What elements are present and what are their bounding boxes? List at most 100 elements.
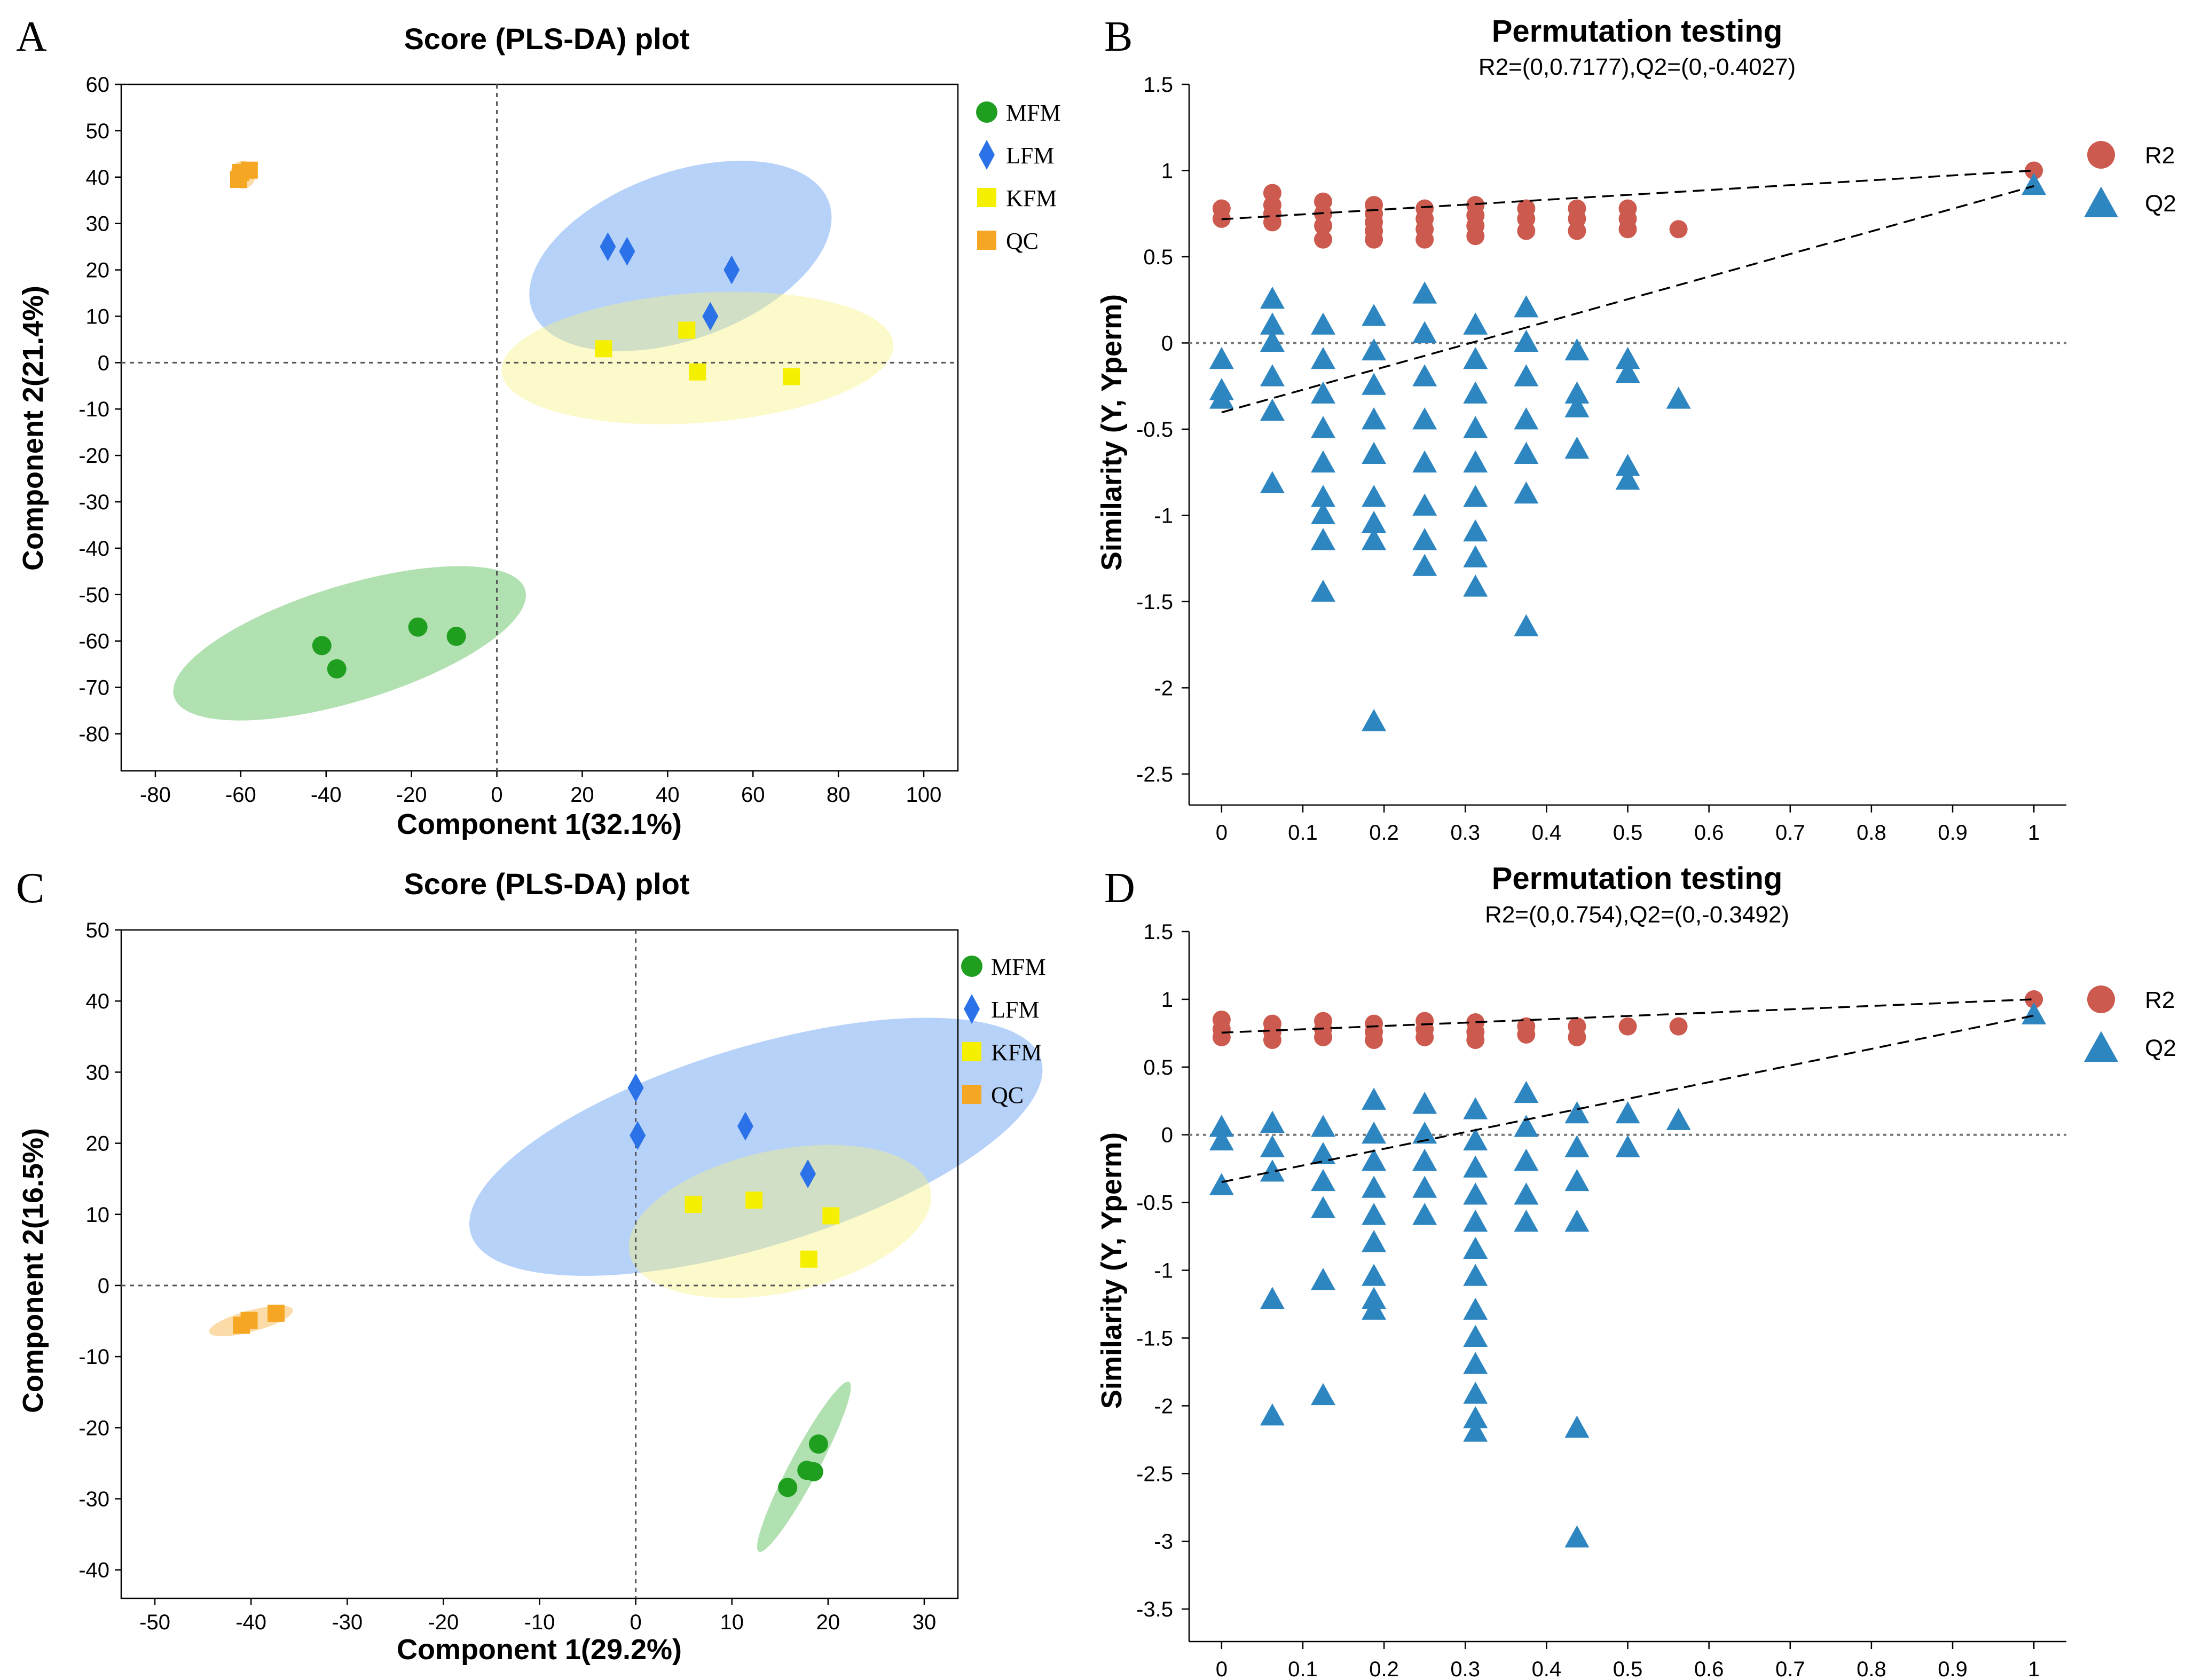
legend-marker-q2 (2084, 186, 2118, 218)
point-q2 (1463, 381, 1488, 404)
legend-marker-mfm (976, 101, 997, 123)
point-q2 (1564, 395, 1590, 417)
point-q2 (1311, 416, 1336, 438)
y-tick-label: -3 (1154, 1530, 1173, 1553)
point-r2 (1314, 192, 1333, 211)
x-tick-label: 0.4 (1532, 821, 1562, 845)
plot-frame (120, 83, 959, 772)
point-q2 (1463, 1209, 1488, 1232)
legend-label-lfm: LFM (1006, 143, 1054, 169)
point-q2 (1260, 286, 1285, 309)
point-mfm (327, 659, 347, 679)
y-tick-label: 0 (1161, 332, 1173, 355)
point-q2 (1514, 441, 1539, 464)
point-q2 (1463, 416, 1488, 438)
point-q2 (1463, 519, 1488, 542)
y-tick-label: -1 (1154, 504, 1173, 527)
y-tick-label: -2.5 (1136, 763, 1173, 786)
point-q2 (1362, 1121, 1387, 1144)
y-tick-label: 30 (86, 212, 110, 236)
point-q2 (1463, 1182, 1488, 1205)
point-q2 (1412, 1092, 1437, 1114)
point-q2 (1514, 1209, 1539, 1232)
y-tick-label: 0 (1161, 1124, 1173, 1147)
x-tick-label: 0.6 (1694, 821, 1724, 845)
y-tick-label: 40 (86, 166, 110, 190)
legend-label-qc: QC (991, 1082, 1024, 1108)
point-kfm (689, 363, 706, 381)
chart-subtitle: R2=(0,0.7177),Q2=(0,-0.4027) (1479, 54, 1796, 80)
point-q2 (1463, 485, 1488, 507)
x-tick-label: -40 (235, 1611, 266, 1634)
x-tick-label: 0.5 (1613, 821, 1643, 845)
legend-label-qc: QC (1006, 228, 1039, 254)
regression-line-q2 (1221, 1014, 2034, 1184)
panel-letter: D (1104, 865, 1135, 912)
y-tick-label: -60 (78, 630, 109, 653)
point-lfm (702, 302, 719, 331)
point-q2 (1260, 312, 1285, 335)
point-q2 (1260, 1135, 1285, 1157)
point-q2 (1666, 387, 1691, 409)
legend-marker-r2 (2087, 141, 2115, 169)
x-tick-label: 0.1 (1288, 1658, 1318, 1680)
x-tick-label: 0.7 (1775, 1658, 1805, 1680)
point-q2 (1463, 1128, 1488, 1150)
point-r2 (1314, 1012, 1333, 1030)
point-q2 (1615, 346, 1640, 369)
panel-letter: C (16, 865, 44, 912)
x-tick-label: 0.8 (1857, 1658, 1886, 1680)
point-r2 (1669, 1017, 1688, 1036)
point-q2 (1311, 312, 1336, 335)
y-tick-label: 0 (98, 1274, 109, 1298)
point-q2 (1564, 1525, 1590, 1548)
point-q2 (1412, 493, 1437, 516)
regression-line-r2 (1221, 169, 2034, 220)
point-r2 (1212, 199, 1231, 218)
point-q2 (1311, 1115, 1336, 1137)
point-q2 (1311, 502, 1336, 524)
legend-label-mfm: MFM (1006, 100, 1061, 126)
x-tick-label: -20 (428, 1611, 459, 1634)
legend-marker-qc (977, 231, 996, 250)
point-kfm (745, 1192, 763, 1209)
point-q2 (1564, 338, 1590, 361)
panel-d-permutation-plot: D Permutation testing R2=(0,0.754),Q2=(0,-… (1096, 861, 2176, 1680)
panel-a-score-plot: A Score (PLS-DA) plot Component 1(32.1%) Co… (16, 13, 1061, 840)
y-tick-label: -1.5 (1136, 590, 1173, 614)
point-r2 (1618, 1017, 1637, 1036)
point-q2 (1362, 1264, 1387, 1286)
x-tick-label: 10 (720, 1611, 744, 1634)
x-tick-label: 0.3 (1450, 821, 1480, 845)
y-tick-label: 10 (86, 305, 110, 328)
chart-title: Score (PLS-DA) plot (404, 22, 689, 56)
y-tick-label: 10 (86, 1203, 110, 1227)
point-q2 (1362, 1229, 1387, 1252)
point-mfm (408, 617, 428, 637)
point-q2 (1362, 1297, 1387, 1320)
point-r2 (1517, 1017, 1536, 1036)
y-tick-label: -1 (1154, 1259, 1173, 1283)
point-q2 (1463, 1324, 1488, 1347)
x-tick-label: 0.6 (1694, 1658, 1724, 1680)
point-q2 (1362, 709, 1387, 731)
point-q2 (1564, 1135, 1590, 1157)
confidence-ellipse-lfm (469, 1018, 1043, 1276)
point-r2 (1314, 230, 1333, 249)
point-q2 (2022, 172, 2047, 195)
x-tick-label: 100 (906, 783, 942, 807)
point-q2 (1209, 346, 1234, 369)
legend-label-r2: R2 (2145, 143, 2175, 169)
point-q2 (1260, 1159, 1285, 1182)
point-q2 (1362, 1087, 1387, 1110)
confidence-ellipse-kfm (628, 1145, 932, 1298)
point-q2 (1564, 436, 1590, 459)
point-r2 (2025, 161, 2043, 180)
point-kfm (822, 1207, 840, 1225)
point-r2 (1415, 199, 1434, 218)
point-q2 (1463, 574, 1488, 597)
legend-label-q2: Q2 (2145, 1035, 2176, 1061)
x-tick-label: 20 (816, 1611, 840, 1634)
point-q2 (1209, 1128, 1234, 1150)
